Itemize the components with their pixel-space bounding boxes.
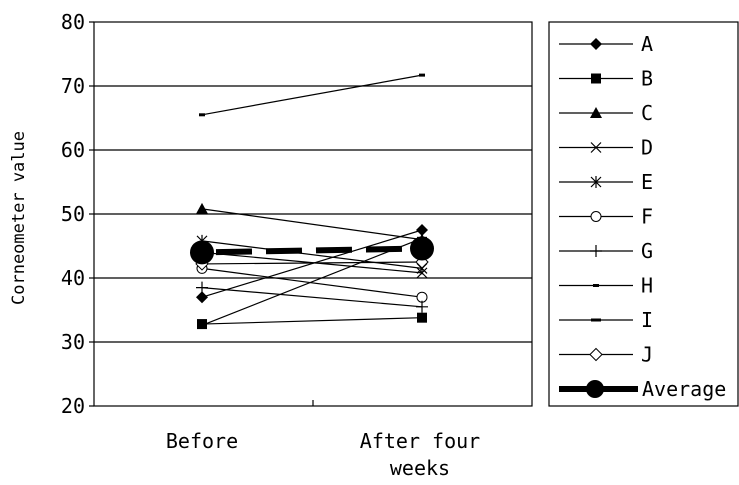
series-line	[201, 317, 423, 325]
y-tick-label: 50	[61, 202, 85, 226]
series-line	[201, 74, 423, 116]
series-g	[196, 281, 428, 313]
legend-marker	[590, 245, 602, 257]
legend-item: C	[559, 101, 653, 125]
legend-marker	[590, 211, 602, 222]
legend-marker	[589, 347, 603, 362]
series-line	[201, 237, 423, 326]
legend-item: I	[559, 308, 653, 332]
legend-marker	[591, 73, 601, 84]
data-point	[416, 300, 428, 313]
series-average	[190, 236, 434, 265]
y-tick-label: 20	[61, 394, 85, 418]
y-tick-label: 70	[61, 74, 85, 98]
legend-marker	[591, 318, 601, 322]
x-tick-label: weeks	[390, 456, 450, 480]
legend-label: I	[641, 308, 653, 332]
data-point	[416, 291, 428, 303]
series-line	[201, 240, 423, 269]
series-h	[199, 73, 425, 117]
legend-label: A	[641, 32, 653, 56]
legend-label: E	[641, 170, 653, 194]
legend-item: D	[559, 136, 653, 160]
y-tick-label: 60	[61, 138, 85, 162]
legend-marker	[590, 176, 602, 188]
series-line	[201, 261, 423, 265]
data-point	[417, 312, 427, 323]
legend-item: J	[559, 343, 653, 367]
y-axis-label: Corneometer value	[9, 131, 29, 305]
y-tick-label: 30	[61, 330, 85, 354]
data-point	[199, 113, 205, 117]
legend-item: F	[559, 205, 653, 229]
legend-marker	[593, 284, 599, 287]
legend-label: G	[641, 239, 653, 263]
legend-item: H	[559, 274, 653, 298]
data-point	[197, 323, 207, 327]
legend-item: G	[559, 239, 653, 263]
y-axis: 20 30 40 50 60 70 80	[61, 10, 94, 418]
series-line	[201, 208, 423, 241]
legend-item: Average	[559, 377, 726, 401]
legend-marker	[590, 38, 602, 50]
x-tick-label: Before	[166, 429, 238, 453]
data-point	[196, 291, 208, 304]
data-point	[410, 236, 434, 261]
legend-label: Average	[642, 377, 726, 401]
y-tick-label: 80	[61, 10, 85, 34]
legend-label: C	[641, 101, 653, 125]
legend-marker	[590, 142, 602, 153]
x-axis: Before After four weeks	[166, 400, 480, 480]
legend-label: H	[641, 274, 653, 298]
series-layer	[190, 73, 434, 330]
legend-label: D	[641, 136, 653, 160]
legend-label: J	[641, 343, 653, 367]
gridlines	[94, 85, 532, 343]
legend-item: E	[559, 170, 653, 194]
legend-marker	[590, 107, 602, 118]
series-line	[201, 267, 423, 298]
legend-item: A	[559, 32, 653, 56]
data-point	[196, 281, 208, 294]
series-line	[201, 229, 423, 298]
x-tick-label: After four	[360, 429, 480, 453]
data-point	[419, 73, 425, 77]
data-point	[196, 202, 208, 214]
legend-label: B	[641, 67, 653, 91]
legend-label: F	[641, 205, 653, 229]
series-line	[201, 245, 423, 256]
data-point	[416, 224, 428, 236]
y-tick-label: 40	[61, 266, 85, 290]
data-point	[190, 240, 214, 265]
series-line	[201, 287, 423, 308]
legend-marker	[586, 380, 604, 398]
legend-box	[548, 21, 739, 407]
series-a	[196, 224, 428, 304]
legend-item: B	[559, 67, 653, 91]
